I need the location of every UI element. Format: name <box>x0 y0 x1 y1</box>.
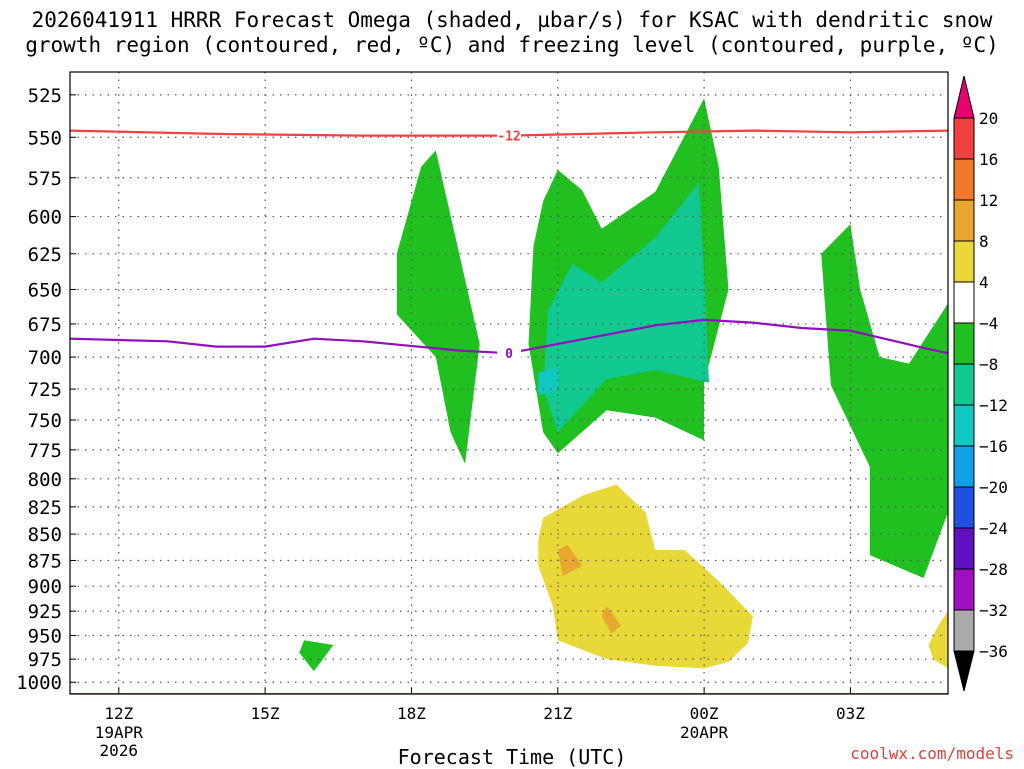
y-tick-label: 675 <box>28 314 62 336</box>
y-tick-label: 775 <box>28 440 62 462</box>
y-tick-label: 600 <box>28 207 62 229</box>
y-tick-label: 875 <box>28 551 62 573</box>
colorbar-label: −4 <box>979 314 998 333</box>
y-tick-label: 850 <box>28 524 62 546</box>
colorbar-label: −32 <box>979 601 1008 620</box>
colorbar-bottom-arrow <box>953 650 975 692</box>
y-tick-label: 950 <box>28 625 62 647</box>
colorbar-band <box>953 363 975 406</box>
colorbar-band <box>953 609 975 652</box>
omega-region-green-0 <box>396 150 480 464</box>
x-tick-label: 21Z <box>543 704 572 723</box>
y-tick-label: 575 <box>28 168 62 190</box>
x-tick-sublabel: 20APR <box>680 723 729 742</box>
x-tick-label: 03Z <box>836 704 865 723</box>
y-tick-label: 550 <box>28 127 62 149</box>
colorbar-label: −8 <box>979 355 998 374</box>
colorbar-top-arrow <box>953 75 975 119</box>
omega-region-green-4 <box>821 224 948 578</box>
colorbar-label: 4 <box>979 273 989 292</box>
colorbar-label: −20 <box>979 478 1008 497</box>
contour-label-bg-1 <box>497 345 521 362</box>
x-tick-sublabel: 2026 <box>100 741 139 760</box>
contour-label-0: -12 <box>497 130 520 145</box>
contour-lines: -12 0 <box>69 127 949 362</box>
colorbar-label: 8 <box>979 232 989 251</box>
omega-region-teal-2 <box>543 182 709 433</box>
y-tick-label: 725 <box>28 379 62 401</box>
y-tick-label: 800 <box>28 469 62 491</box>
colorbar-band <box>953 158 975 201</box>
y-axis: 525 550 575 600 625 650 675 700 725 750 775 800 825 8… <box>16 85 76 694</box>
y-tick-label: 750 <box>28 410 62 432</box>
site-credit: coolwx.com/models <box>850 744 1014 763</box>
colorbar-label: −24 <box>979 519 1008 538</box>
y-tick-label: 1000 <box>16 672 62 694</box>
y-tick-label: 825 <box>28 497 62 519</box>
x-tick-label: 18Z <box>397 704 426 723</box>
omega-region-cyan-3 <box>538 367 558 396</box>
colorbar-band <box>953 486 975 529</box>
x-tick-sublabel: 19APR <box>95 723 144 742</box>
contour-line-1 <box>69 318 949 355</box>
omega-region-orange-7 <box>557 544 583 576</box>
y-tick-label: 650 <box>28 280 62 302</box>
colorbar-band <box>953 281 975 324</box>
omega-shaded-regions <box>299 98 948 672</box>
y-tick-label: 900 <box>28 576 62 598</box>
colorbar-label: 16 <box>979 150 998 169</box>
colorbar-label: 20 <box>979 109 998 128</box>
y-tick-label: 975 <box>28 649 62 671</box>
omega-region-green-5 <box>299 640 334 672</box>
colorbar-label: 12 <box>979 191 998 210</box>
contour-line-0 <box>69 129 949 137</box>
plot-frame <box>69 71 949 695</box>
chart-title-line-2: growth region (contoured, red, ºC) and f… <box>25 33 999 57</box>
x-tick-label: 15Z <box>251 704 280 723</box>
omega-region-yellow-6 <box>538 484 753 669</box>
colorbar-band <box>953 445 975 488</box>
colorbar-band <box>953 404 975 447</box>
omega-region-orange-8 <box>601 606 622 634</box>
colorbar-label: −16 <box>979 437 1008 456</box>
colorbar-label: −36 <box>979 642 1008 661</box>
contour-label-1: 0 <box>505 347 513 362</box>
colorbar-label: −28 <box>979 560 1008 579</box>
y-tick-label: 525 <box>28 85 62 107</box>
y-tick-label: 625 <box>28 244 62 266</box>
colorbar-band <box>953 322 975 365</box>
x-axis-title: Forecast Time (UTC) <box>397 745 627 769</box>
contour-label-bg-0 <box>497 127 521 144</box>
grid-lines <box>70 72 948 694</box>
colorbar-band <box>953 117 975 160</box>
y-tick-label: 925 <box>28 601 62 623</box>
colorbar-label: −12 <box>979 396 1008 415</box>
colorbar-band <box>953 568 975 611</box>
omega-region-yellow-9 <box>928 611 948 669</box>
y-tick-label: 700 <box>28 347 62 369</box>
colorbar-band <box>953 527 975 570</box>
colorbar-legend: 20 16 12 8 4 −4 −8 −12 −16 −20 −24 −28 −32 −36 <box>953 75 1008 692</box>
x-tick-label: 12Z <box>104 704 133 723</box>
colorbar-band <box>953 199 975 242</box>
x-tick-label: 00Z <box>690 704 719 723</box>
colorbar-band <box>953 240 975 283</box>
chart-title-line-1: 2026041911 HRRR Forecast Omega (shaded, … <box>31 8 993 32</box>
